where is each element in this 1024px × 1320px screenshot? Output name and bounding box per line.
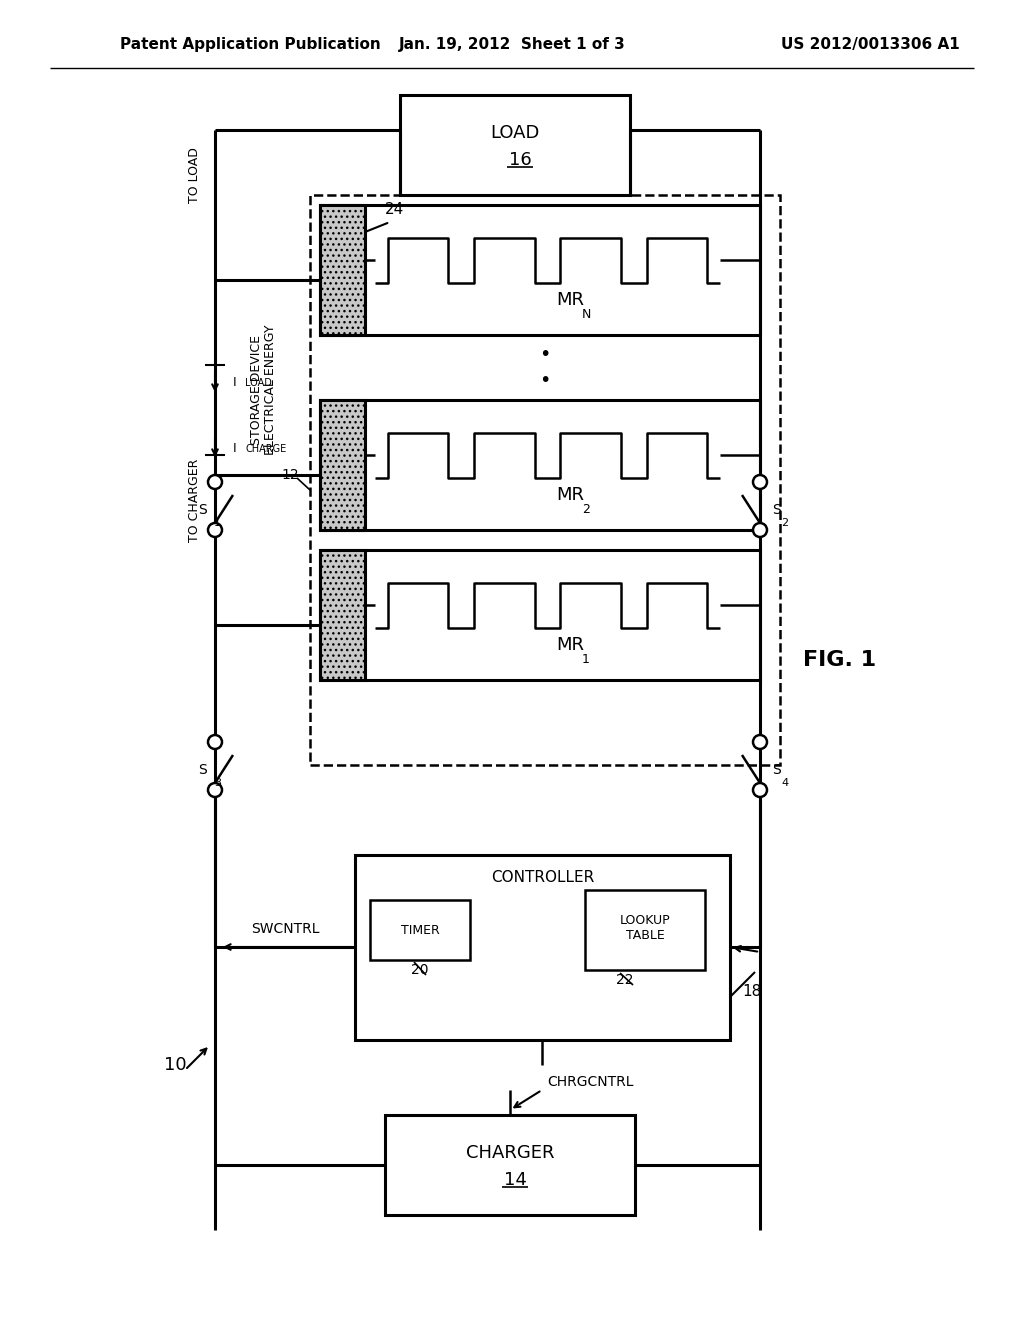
Text: 2: 2 <box>781 517 788 528</box>
Text: 4: 4 <box>781 777 788 788</box>
Bar <box>319 205 760 335</box>
Text: STORAGE DEVICE: STORAGE DEVICE <box>250 335 262 445</box>
Text: 12: 12 <box>282 469 299 482</box>
Text: TO CHARGER: TO CHARGER <box>188 458 202 541</box>
Text: S: S <box>199 503 207 517</box>
Text: S: S <box>199 763 207 777</box>
Circle shape <box>753 523 767 537</box>
Text: 18: 18 <box>742 985 761 999</box>
Text: 1: 1 <box>582 653 590 667</box>
Bar <box>310 195 780 766</box>
Text: LOAD: LOAD <box>490 124 540 143</box>
Circle shape <box>208 735 222 748</box>
Bar <box>319 205 365 335</box>
Text: CHARGER: CHARGER <box>466 1144 554 1162</box>
Circle shape <box>753 783 767 797</box>
Bar <box>319 550 760 680</box>
Text: S: S <box>772 503 780 517</box>
Text: 20: 20 <box>412 964 429 977</box>
Text: 1: 1 <box>214 517 221 528</box>
Text: ELECTRICAL ENERGY: ELECTRICAL ENERGY <box>263 325 276 455</box>
Text: I: I <box>233 375 237 388</box>
Text: LOOKUP
TABLE: LOOKUP TABLE <box>620 913 671 942</box>
Text: TO LOAD: TO LOAD <box>188 147 202 203</box>
Bar <box>370 900 470 960</box>
Circle shape <box>208 475 222 488</box>
Text: MR: MR <box>556 290 584 309</box>
Text: CHARGE: CHARGE <box>245 444 287 454</box>
Text: US 2012/0013306 A1: US 2012/0013306 A1 <box>781 37 961 53</box>
Text: Jan. 19, 2012  Sheet 1 of 3: Jan. 19, 2012 Sheet 1 of 3 <box>398 37 626 53</box>
Text: •: • <box>540 371 551 389</box>
Text: CHRGCNTRL: CHRGCNTRL <box>547 1074 634 1089</box>
Bar <box>400 95 630 195</box>
Circle shape <box>208 523 222 537</box>
Text: CONTROLLER: CONTROLLER <box>490 870 594 884</box>
Text: Patent Application Publication: Patent Application Publication <box>120 37 381 53</box>
Text: 14: 14 <box>504 1171 526 1189</box>
Text: 16: 16 <box>509 150 531 169</box>
Bar <box>319 400 365 531</box>
Text: 22: 22 <box>616 973 634 987</box>
Text: 24: 24 <box>385 202 404 218</box>
Text: LOAD: LOAD <box>245 378 272 388</box>
Bar <box>319 550 365 680</box>
Text: •: • <box>540 346 551 364</box>
Text: MR: MR <box>556 636 584 653</box>
Bar <box>385 1115 635 1214</box>
Text: FIG. 1: FIG. 1 <box>804 649 877 671</box>
Text: I: I <box>233 441 237 454</box>
Circle shape <box>208 783 222 797</box>
Bar <box>355 855 730 1040</box>
Text: MR: MR <box>556 486 584 504</box>
Text: TIMER: TIMER <box>400 924 439 936</box>
Circle shape <box>753 475 767 488</box>
Text: S: S <box>772 763 780 777</box>
Bar <box>585 890 705 970</box>
Text: N: N <box>582 308 592 321</box>
Text: 3: 3 <box>214 777 221 788</box>
Text: 2: 2 <box>582 503 590 516</box>
Text: 10: 10 <box>164 1056 186 1074</box>
Circle shape <box>753 735 767 748</box>
Bar <box>319 400 760 531</box>
Text: SWCNTRL: SWCNTRL <box>251 921 319 936</box>
